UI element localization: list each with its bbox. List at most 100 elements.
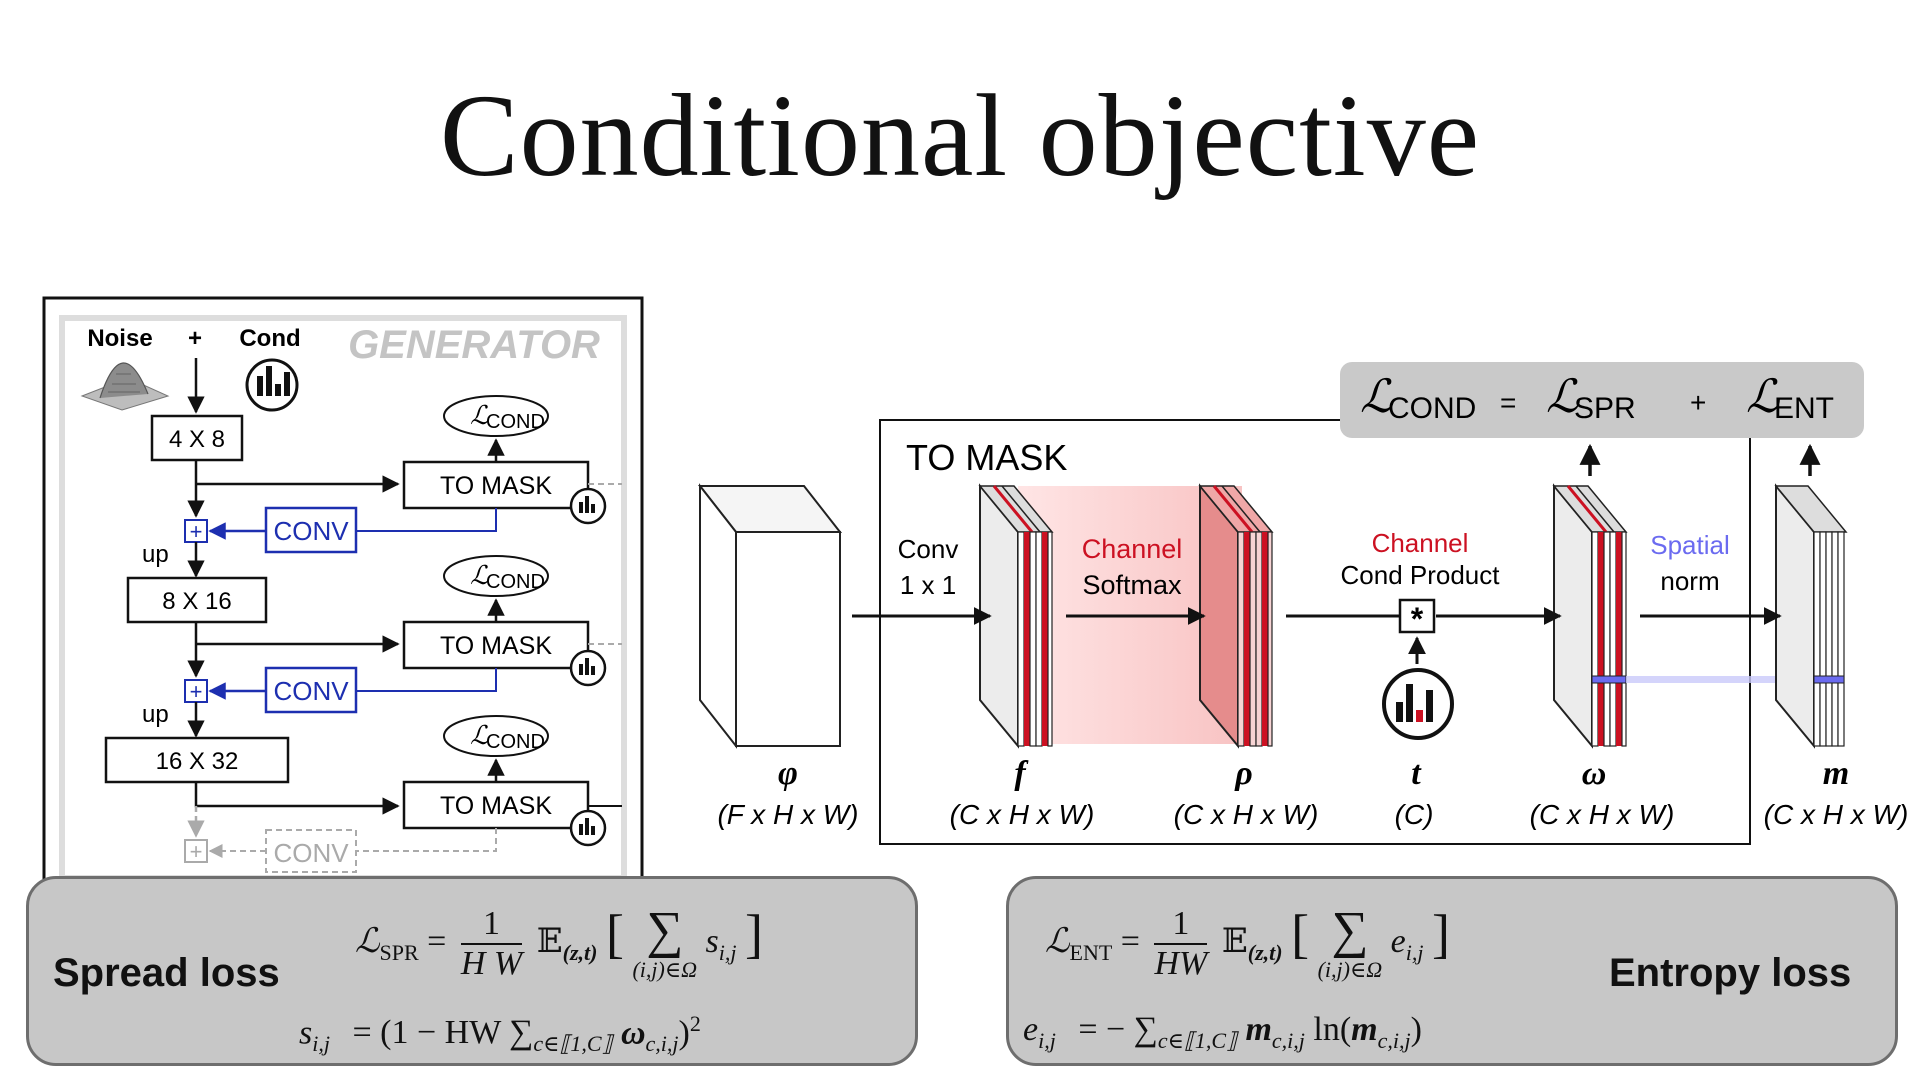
spr-term-sub: i,j	[718, 939, 737, 965]
spr2-rhs-a: = (1 − HW ∑	[352, 1014, 534, 1052]
spread-loss-line2: si,j = (1 − HW ∑c∈⟦1,C⟧ ωc,i,j)2	[299, 1011, 701, 1057]
cond-product-node	[1398, 598, 1436, 634]
gen-conv-3-label: CONV	[273, 838, 349, 868]
gen-conv-1-label: CONV	[273, 516, 349, 546]
ent-sum-sub: (i,j)∈Ω	[1317, 957, 1383, 983]
product-label-line1: Channel	[1372, 528, 1469, 558]
gen-add-node-3	[184, 839, 208, 863]
spr-lhs-sub: SPR	[379, 939, 419, 965]
generator-cond-label: Cond	[239, 325, 300, 352]
spr2-sup: 2	[689, 1011, 701, 1036]
spr2-lhs: s	[299, 1014, 313, 1052]
ent2-sum-sub: c∈⟦1,C⟧	[1157, 1027, 1237, 1053]
to-mask-panel-title: TO MASK	[906, 437, 1067, 478]
ent-expect-sub: (z,t)	[1247, 939, 1283, 965]
conv-label-line2: 1 x 1	[900, 570, 956, 600]
entropy-loss-equation: ℒENT = 1 HW 𝔼(z,t) [ ∑ (i,j)∈Ω ei,j ]	[1045, 903, 1450, 983]
tensor-f-symbol: f	[1014, 755, 1029, 792]
gen-to-mask-3-label: TO MASK	[440, 792, 552, 820]
gen-lcond-1-script: ℒ	[470, 401, 490, 430]
ent-equals: =	[1120, 923, 1140, 960]
objective-box	[1340, 362, 1864, 438]
cond-histogram-icon	[245, 358, 299, 412]
gen-lcond-1	[443, 395, 549, 437]
spr2-rhs-c: )	[678, 1014, 690, 1052]
objective-lspr-script: ℒ	[1546, 371, 1580, 422]
ent-expect: 𝔼	[1221, 923, 1248, 960]
gen-lcond-2	[443, 555, 549, 597]
spr-rbracket: ]	[745, 904, 763, 964]
svg-text:+: +	[190, 839, 203, 864]
objective-equals: =	[1500, 387, 1516, 418]
ent2-lhs: e	[1023, 1011, 1039, 1048]
tensor-omega-symbol: ω	[1582, 755, 1607, 792]
tensor-m-symbol: m	[1823, 755, 1849, 792]
gen-lcond-3	[443, 715, 549, 757]
spr-frac-den: H W	[460, 945, 523, 983]
noise-surface-icon	[80, 362, 170, 411]
conv-label-line1: Conv	[898, 534, 959, 564]
slide-title: Conditional objective	[439, 70, 1481, 201]
entropy-loss-line2: ei,j = − ∑c∈⟦1,C⟧ mc,i,j ln(mc,i,j)	[1023, 1011, 1422, 1054]
ent2-lhs-sub: i,j	[1038, 1027, 1056, 1053]
ent2-rhs-e: )	[1410, 1011, 1422, 1048]
ent-sum: ∑	[1331, 902, 1369, 960]
generator-panel: Noise + Cond GENERATOR 4 X 8	[42, 296, 644, 890]
gen-block-8x16	[126, 576, 268, 624]
spr-expect: 𝔼	[536, 923, 563, 960]
spr2-sum-sub: c∈⟦1,C⟧	[533, 1031, 613, 1057]
tensor-phi-symbol: φ	[778, 755, 798, 792]
product-label-line2: Cond Product	[1341, 560, 1501, 590]
gen-lcond-3-script: ℒ	[470, 721, 490, 750]
m-tensor	[1774, 483, 1848, 749]
ent-lhs: ℒ	[1045, 923, 1070, 960]
gen-to-mask-1	[402, 460, 590, 510]
gen-lcond-1-sub: COND	[486, 411, 545, 433]
phi-tensor	[697, 483, 843, 749]
spr-equals: =	[427, 923, 447, 960]
ent-rbracket: ]	[1431, 904, 1450, 964]
spr-sum-sub: (i,j)∈Ω	[632, 957, 698, 983]
to-mask-panel: TO MASK	[697, 362, 1908, 845]
objective-lent-sub: ENT	[1774, 392, 1834, 425]
tensor-t-shape: (C)	[1395, 799, 1434, 830]
tensor-t-symbol: t	[1411, 755, 1422, 792]
gen-up-2: up	[142, 701, 169, 728]
generator-title: GENERATOR	[348, 323, 600, 367]
gen-block-8x16-label: 8 X 16	[162, 588, 231, 615]
objective-lcond-sub: COND	[1388, 392, 1476, 425]
spread-loss-equation: ℒSPR = 1 H W 𝔼(z,t) [ ∑ (i,j)∈Ω si,j ]	[355, 903, 763, 983]
svg-text:+: +	[190, 679, 203, 704]
spr-frac: 1 H W	[460, 905, 523, 983]
spr-term: s	[705, 923, 719, 960]
spatial-norm-band	[1626, 676, 1826, 683]
softmax-label-line1: Channel	[1082, 534, 1183, 564]
spr-sum: ∑	[646, 902, 684, 960]
tensor-phi-shape: (F x H x W)	[717, 799, 858, 830]
svg-text:+: +	[190, 519, 203, 544]
spr-lhs: ℒ	[355, 923, 380, 960]
spr-lbracket: [	[605, 904, 624, 964]
omega-tensor	[1552, 483, 1628, 749]
generator-noise-label: Noise	[87, 325, 152, 352]
rho-tensor	[1198, 483, 1274, 749]
ent-term: e	[1390, 923, 1406, 960]
entropy-loss-title: Entropy loss	[1609, 951, 1852, 995]
gen-up-1: up	[142, 541, 169, 568]
t-histogram-icon	[1382, 668, 1454, 740]
ent-term-sub: i,j	[1405, 939, 1424, 965]
gen-conv-1	[264, 506, 358, 554]
spr2-rhs-b: ω	[620, 1014, 646, 1052]
gen-to-mask-1-label: TO MASK	[440, 472, 552, 500]
gen-lcond-2-sub: COND	[486, 571, 545, 593]
ent-sum-group: ∑ (i,j)∈Ω	[1318, 905, 1383, 983]
gen-to-mask-2-label: TO MASK	[440, 632, 552, 660]
spread-loss-box: Spread loss ℒSPR = 1 H W 𝔼(z,t) [ ∑ (i,j…	[26, 876, 918, 1066]
ent-frac: 1 HW	[1154, 905, 1208, 983]
gen-conv-2	[264, 666, 358, 714]
spatial-label-line1: Spatial	[1650, 530, 1730, 560]
tensor-omega-shape: (C x H x W)	[1530, 799, 1675, 830]
spread-loss-title: Spread loss	[53, 951, 280, 995]
gen-block-16x32	[104, 736, 290, 784]
